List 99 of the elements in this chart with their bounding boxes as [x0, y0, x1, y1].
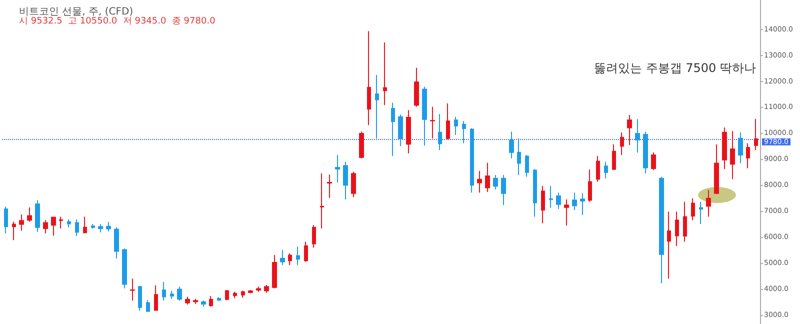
candlestick	[375, 74, 379, 139]
candlestick	[114, 226, 119, 259]
candlestick	[580, 192, 585, 216]
candlestick	[406, 110, 411, 154]
candlestick	[470, 128, 474, 194]
candlestick	[67, 218, 71, 228]
candlestick	[754, 118, 758, 151]
candlestick	[12, 221, 16, 241]
candlestick	[438, 113, 442, 151]
candlestick	[651, 152, 656, 171]
candlestick	[43, 220, 48, 234]
candlestick	[572, 192, 577, 211]
candlestick	[83, 216, 87, 234]
candlestick	[241, 290, 245, 298]
candlestick	[27, 206, 32, 222]
candlestick	[493, 174, 498, 190]
candlestick	[667, 211, 671, 280]
candlestick	[312, 224, 316, 248]
candlestick	[533, 168, 537, 218]
candlestick	[304, 241, 308, 262]
candlestick	[430, 106, 435, 139]
candlestick	[525, 154, 529, 178]
candlestick	[391, 102, 395, 157]
candlestick	[359, 131, 364, 159]
candlestick	[296, 246, 300, 266]
candlestick	[280, 250, 285, 266]
candlestick	[541, 185, 545, 224]
candlestick	[746, 142, 750, 169]
candlestick	[699, 201, 703, 225]
candlestick	[98, 224, 103, 233]
candlestick	[588, 169, 592, 202]
candlestick	[659, 176, 664, 284]
candlestick	[170, 290, 174, 300]
candlestick	[706, 190, 711, 218]
candlestick	[556, 192, 561, 210]
candlestick	[217, 296, 221, 302]
candlestick	[612, 144, 616, 171]
candlestick	[320, 172, 324, 229]
candlestick	[177, 286, 182, 302]
candlestick	[264, 284, 269, 294]
candlestick	[422, 86, 427, 146]
candlestick	[35, 200, 40, 232]
candlestick	[209, 295, 213, 308]
text: 비트코인 선물, 주, (CFD)	[19, 6, 134, 18]
candlestick	[501, 174, 506, 206]
candlestick	[225, 289, 229, 301]
candlestick	[51, 216, 56, 236]
candlestick	[730, 130, 735, 180]
candlestick	[256, 286, 261, 292]
candlestick	[549, 185, 553, 208]
candlestick	[154, 284, 158, 312]
candlestick	[138, 285, 142, 312]
annotation: 뚫려있는 주봉갭 7500 딱하나	[594, 61, 756, 75]
candlestick	[75, 218, 79, 236]
candlestick	[683, 201, 687, 242]
candlestick	[620, 132, 624, 156]
candlestick	[130, 278, 135, 302]
candlestick	[351, 171, 356, 198]
candlestick	[106, 221, 111, 232]
candlestick	[485, 162, 490, 192]
candlestick	[248, 289, 253, 294]
candlestick	[517, 138, 521, 176]
candlestick	[19, 214, 24, 232]
candlestick	[627, 114, 632, 146]
candlestick	[454, 116, 458, 136]
candlestick	[59, 216, 63, 229]
candlestick	[91, 224, 95, 229]
candlestick	[201, 300, 206, 308]
candlestick	[596, 156, 600, 182]
candlestick	[288, 252, 292, 266]
candlestick	[343, 161, 348, 200]
candlestick	[509, 131, 514, 159]
candlestick	[722, 126, 727, 170]
candlestick	[327, 174, 332, 198]
candlestick	[462, 120, 466, 144]
candlestick	[233, 291, 237, 299]
candlestick	[122, 248, 127, 289]
candlestick	[604, 161, 608, 179]
candlestick	[675, 211, 679, 246]
text: 시 9532.5 고 10550.0 저 9345.0 종 9780.0	[19, 16, 216, 26]
candlestick	[193, 298, 198, 305]
candlestick	[414, 67, 419, 108]
candlestick	[162, 281, 166, 302]
candlestick	[272, 254, 277, 289]
candlestick	[398, 114, 403, 147]
candlestick	[367, 30, 371, 126]
candlestick	[635, 118, 640, 154]
candlestick	[4, 206, 8, 234]
candlestick	[446, 102, 450, 140]
candlestick	[643, 131, 648, 174]
candlestick	[185, 296, 190, 306]
candlestick	[383, 42, 387, 106]
candlestick	[738, 132, 743, 164]
candlestick	[146, 300, 150, 313]
candlestick	[564, 198, 569, 226]
candlestick	[691, 198, 695, 221]
candlestick	[714, 144, 719, 194]
candlestick	[335, 154, 340, 184]
candlestick	[477, 170, 482, 194]
